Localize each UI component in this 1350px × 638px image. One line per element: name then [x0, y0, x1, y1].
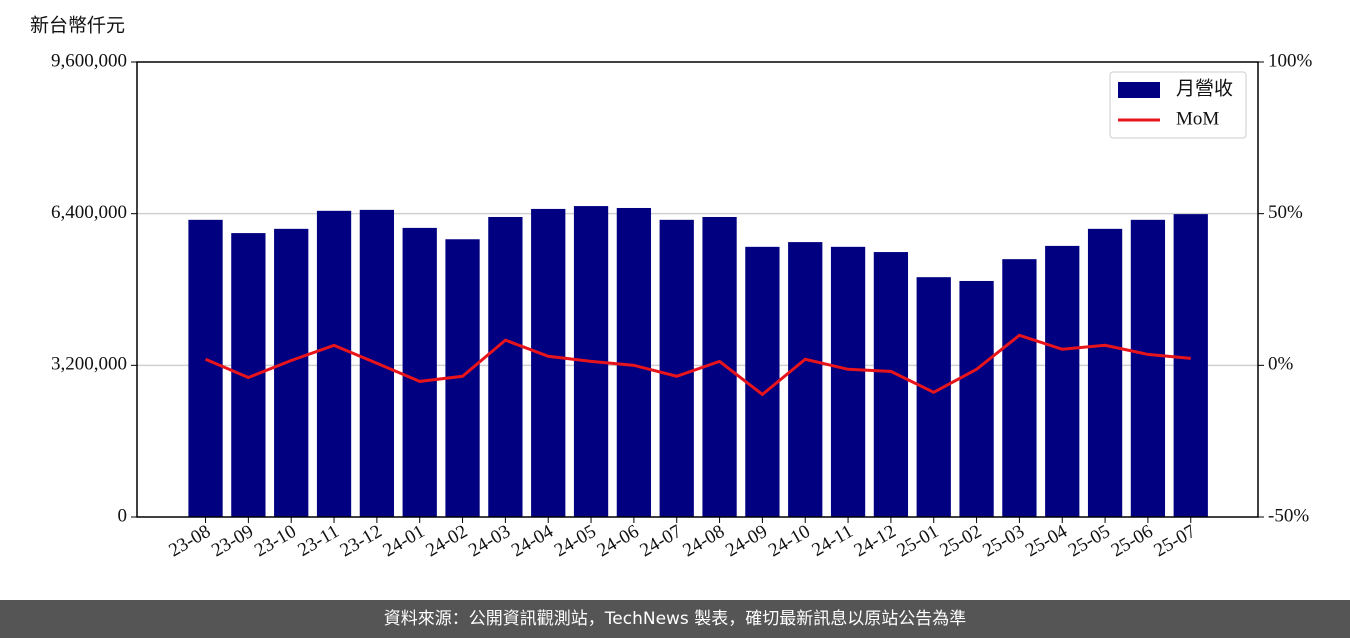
y2-tick-label: 0%: [1268, 354, 1294, 375]
x-tick-label: 24-01: [380, 521, 429, 561]
legend-label: MoM: [1176, 108, 1219, 129]
legend-label: 月營收: [1176, 77, 1233, 99]
y-tick-label: 0: [118, 505, 128, 526]
bar: [316, 210, 352, 517]
x-tick-label: 24-11: [808, 521, 856, 561]
bar: [659, 219, 694, 517]
y-tick-label: 9,600,000: [51, 50, 127, 71]
y2-tick-label: -50%: [1268, 505, 1309, 526]
x-tick-label: 24-08: [679, 521, 728, 561]
bar: [788, 242, 823, 517]
bar: [702, 216, 737, 517]
x-tick-label: 25-01: [894, 521, 943, 561]
x-tick-label: 23-11: [294, 521, 342, 561]
x-tick-label: 25-05: [1065, 521, 1114, 561]
y-tick-label: 6,400,000: [51, 202, 127, 223]
bar: [745, 246, 780, 517]
x-tick-label: 24-07: [637, 521, 686, 561]
x-tick-label: 25-04: [1022, 521, 1071, 562]
y-axis-label: 新台幣仟元: [30, 14, 125, 36]
x-tick-label: 24-05: [551, 521, 600, 561]
bar: [402, 227, 437, 517]
bar: [873, 252, 909, 517]
x-tick-label: 23-12: [337, 521, 386, 561]
bar: [274, 228, 309, 518]
bar: [231, 233, 266, 518]
footer-band: [0, 600, 1350, 638]
bar: [1130, 219, 1166, 517]
line: [204, 333, 1191, 397]
bar: [531, 208, 566, 518]
x-tick-label: 25-06: [1108, 521, 1157, 561]
x-tick-label: 24-06: [594, 521, 643, 561]
x-tick-label: 23-08: [165, 521, 214, 561]
x-tick-label: 24-02: [422, 521, 471, 561]
bar: [488, 216, 523, 517]
x-tick-label: 25-07: [1151, 521, 1200, 561]
bar: [1002, 259, 1037, 517]
plot-frame: [136, 61, 1259, 518]
bar: [188, 219, 223, 517]
source-note: 資料來源：公開資訊觀測站，TechNews 製表，確切最新訊息以原站公告為準: [384, 609, 966, 629]
bar: [916, 277, 951, 517]
bar: [1087, 228, 1123, 518]
x-tick-label: 24-12: [851, 521, 900, 561]
bar: [830, 246, 866, 517]
x-tick-label: 24-03: [465, 521, 514, 561]
y2-tick-label: 50%: [1268, 202, 1303, 223]
x-tick-label: 24-04: [508, 521, 557, 562]
bar: [1045, 245, 1080, 518]
x-tick-label: 25-02: [936, 521, 985, 561]
bar: [616, 207, 652, 517]
x-tick-label: 24-09: [722, 521, 771, 561]
bar: [1173, 214, 1208, 517]
x-tick-label: 23-09: [208, 521, 257, 561]
bar: [959, 280, 994, 517]
legend-swatch: [1118, 82, 1160, 98]
y2-tick-label: 100%: [1268, 50, 1313, 71]
y-tick-label: 3,200,000: [51, 354, 127, 375]
x-tick-label: 23-10: [251, 521, 300, 561]
x-tick-label: 24-10: [765, 521, 814, 561]
x-tick-label: 25-03: [979, 521, 1028, 561]
